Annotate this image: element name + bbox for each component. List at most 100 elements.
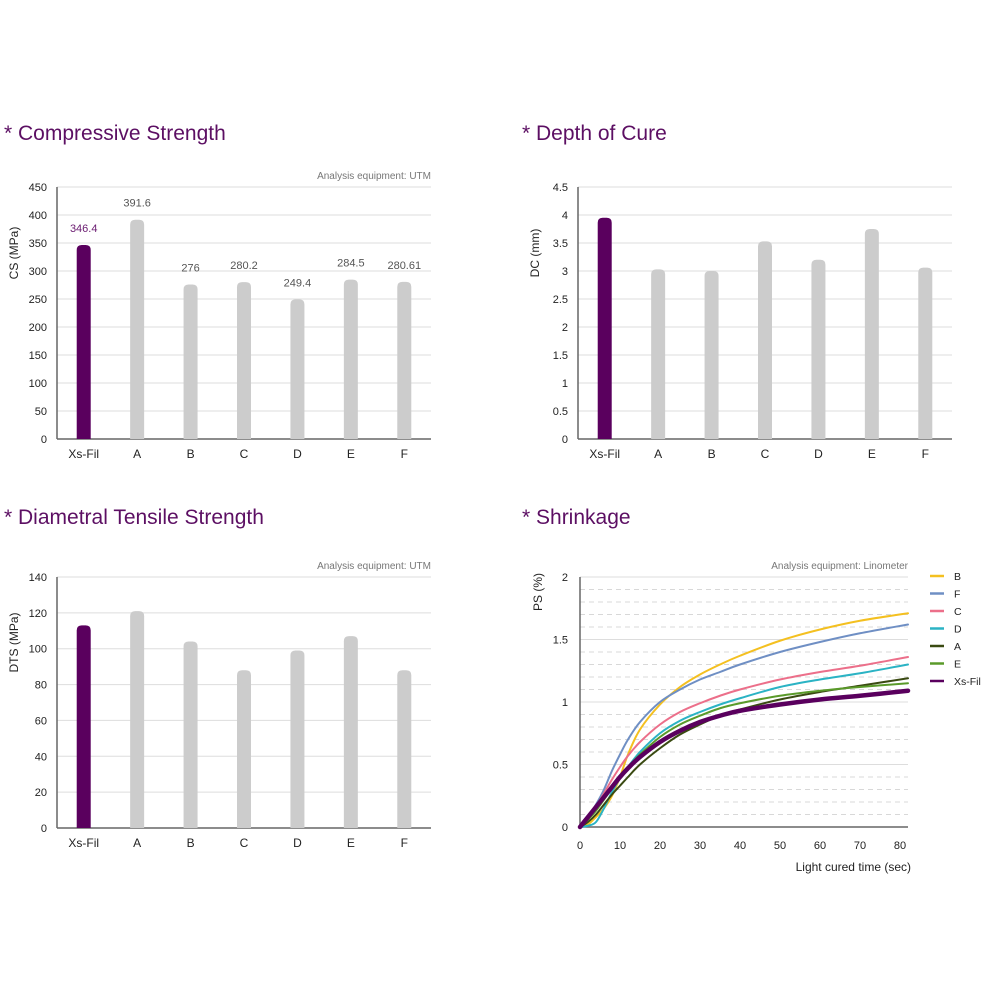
ps-xtick-label: 70 xyxy=(854,840,866,852)
cs-ytick-label: 400 xyxy=(29,210,47,222)
dts-bar-c xyxy=(237,670,251,828)
cs-data-label: 284.5 xyxy=(337,258,365,270)
ps-x-axis-label: Light cured time (sec) xyxy=(796,860,911,874)
cs-x-tick-label: E xyxy=(347,447,355,461)
ps-y-axis-label: PS (%) xyxy=(531,573,545,611)
dc-bar-c xyxy=(758,241,772,439)
dc-ytick-label: 4 xyxy=(562,210,568,222)
dts-bar-d xyxy=(290,650,305,828)
dts-ytick-label: 0 xyxy=(41,823,47,835)
title-depth-of-cure: * Depth of Cure xyxy=(522,122,667,145)
dts-bar-b xyxy=(183,641,198,828)
cs-bar-f xyxy=(397,281,412,439)
ps-series-line-b xyxy=(579,612,909,828)
ps-xtick-label: 10 xyxy=(614,840,626,852)
dts-x-tick-label: D xyxy=(293,836,302,850)
dts-bar-e xyxy=(343,636,358,828)
dc-bar-f xyxy=(918,267,933,439)
ps-ytick-label: 2 xyxy=(562,572,568,584)
ps-xtick-label: 0 xyxy=(577,840,583,852)
cs-ytick-label: 100 xyxy=(29,378,47,390)
cs-x-tick-label: C xyxy=(240,447,249,461)
dc-ytick-label: 1 xyxy=(562,378,568,390)
dts-x-tick-label: C xyxy=(240,836,249,850)
dts-ytick-label: 60 xyxy=(35,715,47,727)
dts-equipment-note: Analysis equipment: UTM xyxy=(317,561,431,572)
cs-equipment-note: Analysis equipment: UTM xyxy=(317,171,431,182)
dc-ytick-label: 4.5 xyxy=(553,182,568,194)
cs-ytick-label: 50 xyxy=(35,406,47,418)
dts-bar-f xyxy=(397,670,412,828)
dc-bar-d xyxy=(811,259,826,439)
ps-series-line-a xyxy=(579,677,909,828)
ps-xtick-label: 50 xyxy=(774,840,786,852)
cs-data-label: 346.4 xyxy=(70,223,98,235)
cs-x-tick-label: A xyxy=(133,447,141,461)
ps-xtick-label: 40 xyxy=(734,840,746,852)
ps-legend-label: D xyxy=(954,624,962,636)
dts-x-tick-label: Xs-Fil xyxy=(68,836,99,850)
cs-data-label: 276 xyxy=(181,262,199,274)
cs-data-label: 391.6 xyxy=(123,198,151,210)
dts-ytick-label: 80 xyxy=(35,680,47,692)
cs-x-tick-label: D xyxy=(293,447,302,461)
dc-bar-a xyxy=(651,269,666,439)
ps-equipment-note: Analysis equipment: Linometer xyxy=(771,561,908,572)
cs-ytick-label: 450 xyxy=(29,182,47,194)
dc-x-tick-label: B xyxy=(708,447,716,461)
dts-bar-a xyxy=(130,611,145,828)
ps-legend-label: B xyxy=(954,571,961,583)
ps-series-line-d xyxy=(579,663,909,828)
cs-ytick-label: 250 xyxy=(29,294,47,306)
dc-ytick-label: 0 xyxy=(562,434,568,446)
dc-ytick-label: 2.5 xyxy=(553,294,568,306)
cs-x-tick-label: B xyxy=(187,447,195,461)
dts-bar-xs-fil xyxy=(76,625,91,828)
cs-ytick-label: 350 xyxy=(29,238,47,250)
dc-x-tick-label: A xyxy=(654,447,662,461)
ps-ytick-label: 0.5 xyxy=(553,760,568,772)
dc-bar-b xyxy=(704,271,719,439)
dc-ytick-label: 1.5 xyxy=(553,350,568,362)
dc-bar-xs-fil xyxy=(597,217,612,439)
dts-x-tick-label: B xyxy=(187,836,195,850)
cs-bar-xs-fil xyxy=(76,245,91,439)
dc-ytick-label: 0.5 xyxy=(553,406,568,418)
cs-ytick-label: 300 xyxy=(29,266,47,278)
dc-x-tick-label: E xyxy=(868,447,876,461)
dc-x-tick-label: Xs-Fil xyxy=(589,447,620,461)
dc-y-axis-label: DC (mm) xyxy=(528,229,542,278)
cs-bar-c xyxy=(237,282,251,439)
cs-bar-d xyxy=(290,299,305,439)
cs-ytick-label: 200 xyxy=(29,322,47,334)
ps-legend-label: A xyxy=(954,641,961,653)
cs-x-tick-label: Xs-Fil xyxy=(68,447,99,461)
ps-series-line-xs-fil xyxy=(577,688,911,830)
ps-legend-label: F xyxy=(954,589,960,601)
cs-bar-e xyxy=(343,279,358,439)
dts-y-axis-label: DTS (MPa) xyxy=(7,612,21,672)
title-diametral-tensile-strength: * Diametral Tensile Strength xyxy=(4,506,264,529)
cs-x-tick-label: F xyxy=(401,447,408,461)
title-shrinkage: * Shrinkage xyxy=(522,506,631,529)
ps-legend-label: E xyxy=(954,659,961,671)
cs-ytick-label: 150 xyxy=(29,350,47,362)
ps-legend-label: C xyxy=(954,606,962,618)
dc-x-tick-label: C xyxy=(761,447,770,461)
dts-x-tick-label: E xyxy=(347,836,355,850)
dc-x-tick-label: F xyxy=(922,447,929,461)
ps-ytick-label: 1.5 xyxy=(553,635,568,647)
dts-ytick-label: 20 xyxy=(35,787,47,799)
dc-ytick-label: 3.5 xyxy=(553,238,568,250)
dc-ytick-label: 3 xyxy=(562,266,568,278)
dc-ytick-label: 2 xyxy=(562,322,568,334)
dts-ytick-label: 140 xyxy=(29,572,47,584)
ps-xtick-label: 30 xyxy=(694,840,706,852)
ps-series-line-f xyxy=(579,623,909,828)
dc-x-tick-label: D xyxy=(814,447,823,461)
ps-xtick-label: 60 xyxy=(814,840,826,852)
ps-ytick-label: 1 xyxy=(562,697,568,709)
dts-ytick-label: 120 xyxy=(29,608,47,620)
ps-ytick-label: 0 xyxy=(562,822,568,834)
